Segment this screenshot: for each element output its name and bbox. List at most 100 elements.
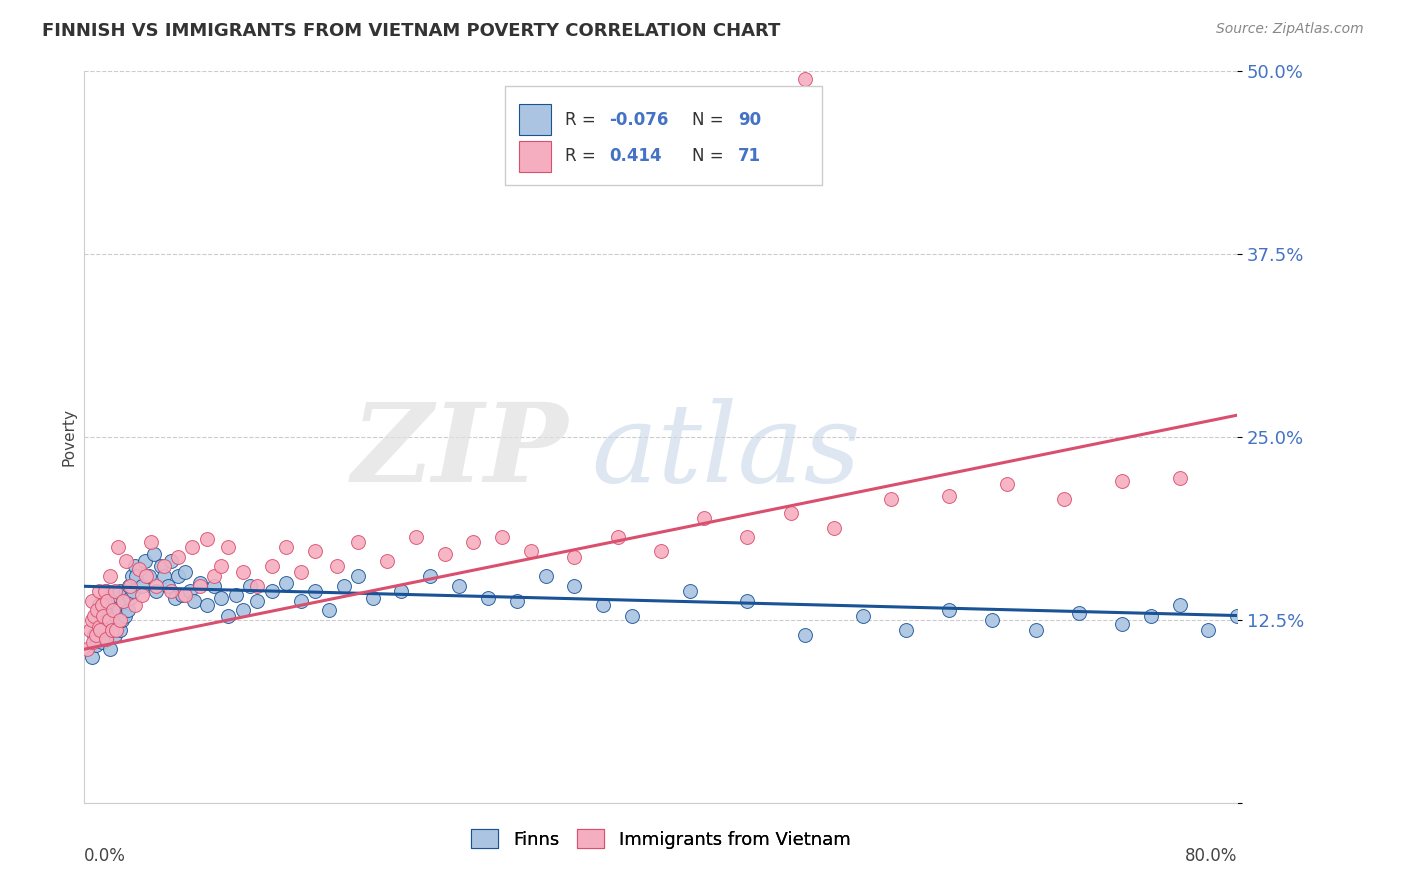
Point [304,544,326,558]
Point [167,549,190,564]
Point [145,579,167,593]
Point [938,489,960,503]
Point [97,613,120,627]
Text: FINNISH VS IMMIGRANTS FROM VIETNAM POVERTY CORRELATION CHART: FINNISH VS IMMIGRANTS FROM VIETNAM POVER… [42,22,780,40]
Point [124,558,146,573]
Point [347,535,370,549]
Point [120,579,142,593]
Point [89,623,111,637]
Point [91,613,114,627]
Point [98,569,121,583]
Point [183,594,205,608]
Point [96,594,118,608]
Point [124,599,146,613]
Point [83,608,105,623]
Point [325,558,347,573]
Point [606,530,628,544]
Point [188,579,211,593]
Point [202,569,225,583]
Point [93,583,115,598]
Point [82,635,104,649]
Point [131,579,153,593]
Y-axis label: Poverty: Poverty [60,408,76,467]
Point [117,603,139,617]
Point [80,594,103,608]
Point [80,613,103,627]
Point [737,530,759,544]
Point [449,579,471,593]
Text: R =: R = [565,147,602,165]
Point [995,476,1018,491]
Point [118,579,141,593]
Point [110,623,132,637]
Point [94,606,117,620]
Point [361,591,384,605]
Point [239,579,262,593]
Point [491,530,513,544]
Point [564,549,586,564]
Point [152,569,174,583]
Point [96,632,118,646]
Text: 0.414: 0.414 [609,147,662,165]
Point [105,608,128,623]
FancyBboxPatch shape [519,141,551,171]
Point [375,554,398,568]
Point [852,608,875,623]
Point [894,623,917,637]
Point [1198,623,1220,637]
Point [880,491,903,506]
Point [225,588,247,602]
Point [97,608,120,623]
Point [202,579,225,593]
Text: ZIP: ZIP [352,398,568,506]
Point [107,620,129,634]
Point [1053,491,1076,506]
Point [105,588,128,602]
Point [100,623,122,637]
Point [114,608,136,623]
Point [794,71,817,86]
Point [104,627,127,641]
Text: 0.0%: 0.0% [84,847,127,864]
Point [179,583,201,598]
Point [506,594,529,608]
Point [107,540,129,554]
Point [86,603,108,617]
Point [1111,474,1133,488]
Point [823,521,845,535]
Point [391,583,413,598]
Point [981,613,1004,627]
Point [87,583,110,598]
Point [1067,606,1090,620]
Point [91,608,114,623]
Point [405,530,427,544]
Text: N =: N = [692,147,728,165]
Point [115,583,138,598]
Point [84,638,107,652]
Point [138,569,160,583]
Text: atlas: atlas [592,398,862,506]
Point [209,558,232,573]
Point [84,627,107,641]
Point [304,583,326,598]
Text: R =: R = [565,111,602,128]
Point [290,565,312,579]
Point [794,627,817,641]
Point [174,565,197,579]
Point [347,569,370,583]
Point [128,562,150,576]
FancyBboxPatch shape [519,104,551,135]
Point [167,569,190,583]
Point [779,506,801,520]
Point [209,591,232,605]
Point [104,583,127,598]
Point [246,579,269,593]
Point [181,540,204,554]
Point [318,603,340,617]
Point [938,603,960,617]
Point [737,594,759,608]
Point [87,599,110,613]
Point [121,569,143,583]
Point [145,583,167,598]
Point [103,594,124,608]
